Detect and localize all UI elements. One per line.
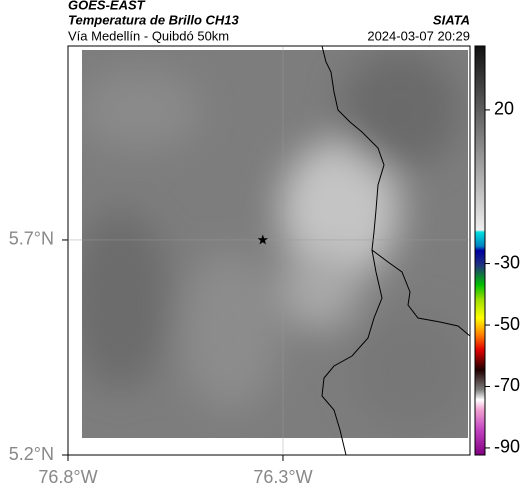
x-tick-label: 76.3°W [253, 467, 312, 487]
colorbar-gradient [474, 45, 486, 456]
colorbar-tick-label: -50 [494, 314, 520, 334]
subtitle: Temperatura de Brillo CH13 [68, 12, 240, 27]
datetime: 2024-03-07 20:29 [367, 28, 470, 43]
y-tick-label: 5.2°N [9, 444, 54, 464]
title: GOES-EAST [68, 0, 146, 12]
colorbar-tick-label: 20 [494, 99, 514, 119]
source: SIATA [433, 12, 470, 27]
colorbar-tick-label: -30 [494, 252, 520, 272]
colorbar-tick-label: -70 [494, 375, 520, 395]
route: Vía Medellín - Quibdó 50km [68, 28, 229, 43]
boundaries [321, 45, 471, 456]
colorbar-tick-label: -90 [494, 437, 520, 457]
location-marker [257, 234, 268, 245]
colorbar [474, 45, 486, 456]
y-tick-label: 5.7°N [9, 229, 54, 249]
x-tick-label: 76.8°W [38, 467, 97, 487]
satellite-image [82, 50, 468, 438]
